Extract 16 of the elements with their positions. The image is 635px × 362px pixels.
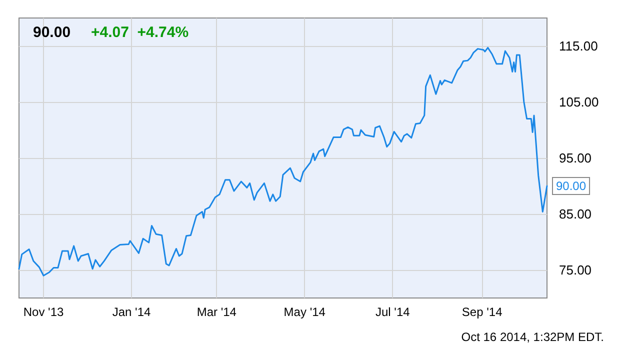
y-tick-label: 95.00 <box>559 150 592 166</box>
x-tick-label: Mar '14 <box>196 305 237 319</box>
x-tick-label: Jul '14 <box>375 305 410 319</box>
line-series <box>18 46 548 276</box>
data-label: 90.00 <box>556 179 586 193</box>
y-tick-label: 85.00 <box>559 206 592 222</box>
x-tick-label: Sep '14 <box>462 305 503 319</box>
y-tick-label: 115.00 <box>559 38 598 54</box>
x-tick-label: May '14 <box>284 305 326 319</box>
y-tick-label: 105.00 <box>559 94 599 110</box>
x-tick-label: Jan '14 <box>112 305 152 319</box>
y-tick-label: 75.00 <box>559 262 592 278</box>
chart-title: 90.00 <box>33 24 71 41</box>
x-tick-label: Nov '13 <box>23 305 64 319</box>
text: Oct 16 2014, 1:32PM EDT. <box>461 330 604 344</box>
chart-subtitle: +4.07 +4.74% <box>91 24 189 41</box>
